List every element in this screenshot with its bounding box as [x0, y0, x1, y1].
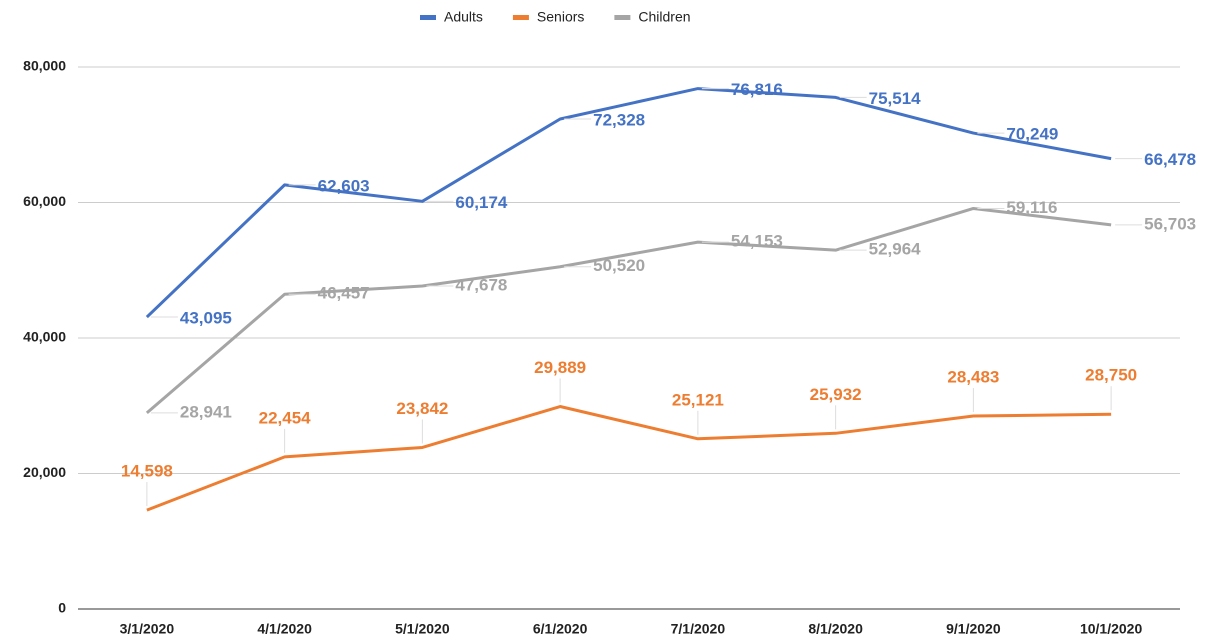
- x-tick-label: 7/1/2020: [671, 621, 726, 637]
- y-tick-label: 20,000: [23, 464, 66, 480]
- legend-label: Adults: [444, 9, 483, 25]
- data-label: 28,750: [1085, 366, 1137, 385]
- data-label: 62,603: [318, 176, 370, 195]
- data-label: 29,889: [534, 358, 586, 377]
- data-label: 43,095: [180, 309, 232, 328]
- series-line: [145, 206, 1112, 415]
- legend-label: Children: [638, 9, 690, 25]
- data-label: 14,598: [121, 462, 173, 481]
- data-label: 46,457: [318, 284, 370, 303]
- data-label: 72,328: [593, 110, 645, 129]
- data-label: 75,514: [869, 89, 922, 108]
- data-label: 28,941: [180, 402, 232, 421]
- legend-swatch: [420, 15, 436, 20]
- x-tick-label: 6/1/2020: [533, 621, 588, 637]
- x-tick-label: 10/1/2020: [1080, 621, 1142, 637]
- series-line: [146, 405, 1112, 512]
- legend-label: Seniors: [537, 9, 584, 25]
- x-tick-label: 5/1/2020: [395, 621, 450, 637]
- x-tick-label: 4/1/2020: [257, 621, 312, 637]
- legend-swatch: [614, 15, 631, 20]
- data-label: 50,520: [593, 256, 645, 275]
- data-label: 76,816: [731, 80, 783, 99]
- y-tick-label: 80,000: [23, 58, 66, 74]
- data-label: 28,483: [947, 368, 999, 387]
- data-label: 54,153: [731, 232, 783, 251]
- legend-swatch: [512, 15, 529, 20]
- x-tick-label: 8/1/2020: [808, 621, 863, 637]
- x-tick-label: 9/1/2020: [946, 621, 1001, 637]
- data-label: 59,116: [1006, 198, 1057, 217]
- data-label: 25,932: [810, 385, 862, 404]
- data-label: 66,478: [1144, 150, 1196, 169]
- data-label: 52,964: [869, 240, 922, 259]
- data-label: 70,249: [1006, 125, 1058, 144]
- y-tick-label: 40,000: [23, 329, 66, 345]
- y-tick-label: 0: [58, 600, 66, 616]
- y-tick-label: 60,000: [23, 193, 66, 209]
- x-tick-label: 3/1/2020: [120, 621, 175, 637]
- series-line: [145, 87, 1112, 319]
- data-label: 22,454: [259, 408, 312, 427]
- data-label: 60,174: [455, 193, 508, 212]
- data-label: 25,121: [672, 390, 724, 409]
- data-label: 23,842: [396, 399, 448, 418]
- data-label: 47,678: [455, 275, 507, 294]
- data-label: 56,703: [1144, 214, 1196, 233]
